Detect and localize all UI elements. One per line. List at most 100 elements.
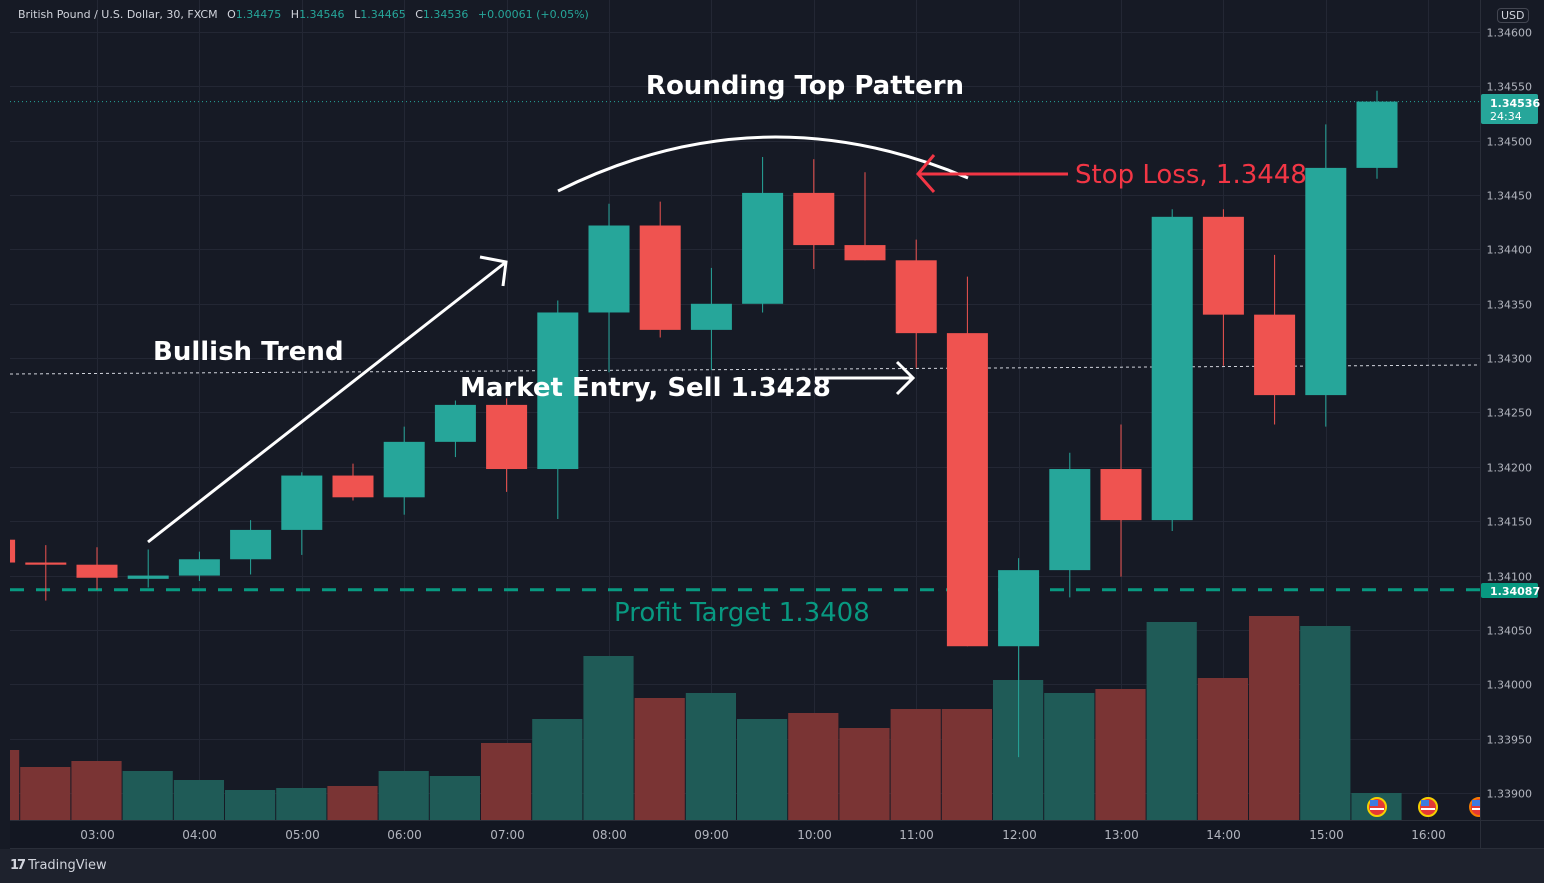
volume-bar [1095,689,1146,820]
price-tick-label: 1.33950 [1487,734,1533,747]
market-entry-label: Market Entry, Sell 1.3428 [460,373,831,403]
volume-bar [1300,626,1351,820]
volume-bar [634,698,685,820]
volume-bar [941,709,992,820]
volume-bar [10,750,20,820]
open-value: 1.34475 [235,8,282,21]
volume-bar [20,767,71,820]
volume-bar [685,693,736,820]
candle [230,520,272,575]
candle-body [178,559,220,576]
volume-bar [276,788,327,820]
candle [844,172,886,261]
stop-loss-label: Stop Loss, 1.3448 [1075,160,1307,190]
volume-bar [890,709,941,820]
market-entry-arrow [815,360,916,396]
footer-bar: 17 TradingView [0,849,1544,883]
currency-badge[interactable]: USD [1497,8,1529,23]
candle [1305,124,1347,427]
volume-bar [71,761,122,820]
candle [332,463,374,501]
volume-bar [583,656,634,820]
candle-body [332,475,374,498]
price-tick-label: 1.34400 [1487,244,1533,257]
high-value: 1.34546 [299,8,345,21]
target-price-badge [1481,583,1538,598]
price-tick-label: 1.34000 [1487,679,1533,692]
flag-canton [1472,800,1480,806]
candle-body [1151,216,1193,521]
price-tick-label: 1.34300 [1487,353,1533,366]
candle-body [127,575,169,579]
candle [1254,254,1296,425]
candle-body [434,404,476,442]
price-tick-label: 1.34600 [1487,27,1533,40]
drawings: Rounding Top Pattern Bullish Trend Marke… [147,71,1307,628]
time-tick-label: 14:00 [1206,828,1241,842]
candle-body [844,245,886,261]
volume-bar [839,728,890,820]
volume-bar [378,771,429,820]
candle [1100,424,1142,577]
price-tick-label: 1.33900 [1487,788,1533,801]
symbol-legend: British Pound / U.S. Dollar, 30, FXCM O1… [18,8,589,21]
brand-name: TradingView [28,858,107,873]
candles [10,90,1398,758]
candle [537,300,579,520]
time-tick-label: 15:00 [1309,828,1344,842]
candle-body [946,333,988,647]
candle-body [1254,314,1296,396]
candle [10,539,16,563]
low-value: 1.34465 [360,8,406,21]
time-tick-label: 10:00 [797,828,832,842]
candle [383,426,425,515]
candle-body [1202,216,1244,315]
time-tick-label: 08:00 [592,828,627,842]
candle [1151,209,1193,531]
volume-bar [225,790,276,820]
last-price-badge [1481,94,1538,124]
candle-body [690,303,732,330]
candle-body [742,192,784,304]
candle-body [281,475,323,530]
candle [76,547,118,590]
candle [588,203,630,373]
volume-bar [122,771,173,820]
symbol-title[interactable]: British Pound / U.S. Dollar, 30, FXCM [18,8,218,21]
stop-loss-arrow [916,154,1068,193]
us-flag-icon[interactable] [1367,797,1387,817]
candle [486,398,528,492]
rounding-top-label: Rounding Top Pattern [646,71,964,101]
time-tick-label: 11:00 [899,828,934,842]
candle [127,549,169,588]
candle-body [1049,469,1091,571]
candle [742,157,784,313]
time-axis[interactable] [10,820,1544,849]
candle [281,472,323,555]
volume-bar [1249,616,1300,820]
time-tick-label: 06:00 [387,828,422,842]
price-tick-label: 1.34500 [1487,136,1533,149]
time-tick-label: 16:00 [1411,828,1446,842]
candle [1356,90,1398,179]
change-value: +0.00061 (+0.05%) [477,8,589,21]
candle-body [588,225,630,313]
close-value: 1.34536 [422,8,469,21]
price-tick-label: 1.34550 [1487,81,1533,94]
us-flag-icon[interactable] [1418,797,1438,817]
price-tick-label: 1.34150 [1487,516,1533,529]
price-tick-label: 1.34200 [1487,462,1533,475]
last-price-value: 1.34536 [1490,97,1540,110]
candle [1202,209,1244,366]
candle-body [230,529,272,560]
candlestick-chart[interactable]: Rounding Top Pattern Bullish Trend Marke… [0,0,1544,849]
price-levels [9,101,1481,592]
candle [25,545,67,601]
tradingview-logo[interactable]: 17 TradingView [10,858,107,873]
price-tick-label: 1.34100 [1487,571,1533,584]
flag-canton [1370,800,1378,806]
volume-bar [1197,678,1248,820]
candle-body [10,539,16,563]
profit-target-label: Profit Target 1.3408 [614,598,870,628]
price-axis[interactable] [1480,0,1544,849]
